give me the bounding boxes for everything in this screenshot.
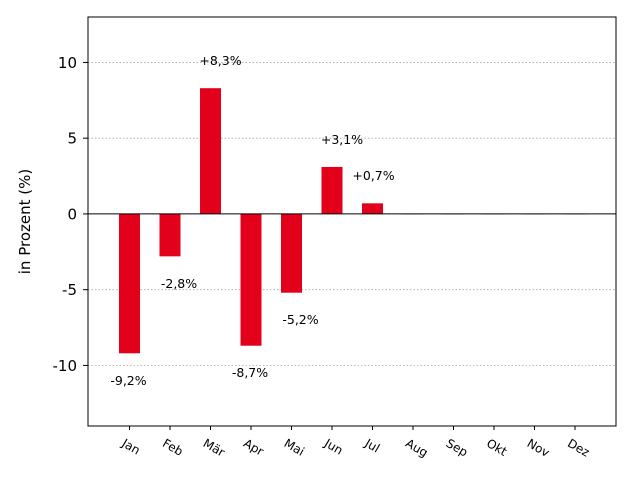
- data-label-jul: +0,7%: [352, 168, 394, 183]
- x-axis-ticks: Jan Feb Mär Apr Mai Jun Jul Aug Sep Okt Nov Dez: [119, 426, 592, 460]
- x-tick-label: Aug: [403, 436, 430, 460]
- data-label-mai: -5,2%: [282, 312, 318, 327]
- x-tick-label: Nov: [525, 436, 552, 460]
- data-label-jun: +3,1%: [321, 132, 363, 147]
- x-tick-label: Dez: [565, 436, 592, 460]
- bar-apr: [240, 213, 262, 346]
- y-tick-label: -5: [62, 281, 77, 299]
- data-label-mär: +8,3%: [199, 53, 241, 68]
- x-tick-label: Jul: [362, 436, 382, 456]
- x-tick-label: Sep: [444, 436, 471, 459]
- x-tick-label: Apr: [241, 436, 266, 459]
- bar-mai: [281, 213, 302, 293]
- y-tick-label: 0: [67, 205, 77, 223]
- data-labels: -9,2% -2,8% +8,3% -8,7% -5,2% +3,1% +0,7%: [110, 53, 394, 388]
- bar-jun: [321, 166, 343, 214]
- bar-jan: [119, 213, 140, 354]
- y-axis-title: in Prozent (%): [16, 169, 34, 274]
- x-tick-label: Mär: [201, 436, 228, 459]
- x-tick-label: Okt: [484, 436, 510, 459]
- bar-jul: [362, 203, 383, 214]
- grid-lines: [88, 62, 616, 366]
- y-tick-label: 5: [67, 130, 77, 148]
- data-label-feb: -2,8%: [161, 276, 197, 291]
- data-label-jan: -9,2%: [110, 373, 146, 388]
- bars: [119, 88, 586, 354]
- y-tick-label: 10: [58, 54, 77, 72]
- y-axis-ticks: -10 -5 0 5 10: [53, 54, 88, 375]
- bar-feb: [159, 213, 181, 257]
- x-tick-label: Feb: [160, 436, 185, 459]
- x-tick-label: Jan: [119, 436, 143, 458]
- x-tick-label: Mai: [282, 436, 307, 459]
- x-tick-label: Jun: [321, 436, 345, 458]
- bar-mär: [200, 88, 221, 214]
- data-label-apr: -8,7%: [232, 365, 268, 380]
- plot-frame: [87, 16, 617, 427]
- y-tick-label: -10: [53, 357, 78, 375]
